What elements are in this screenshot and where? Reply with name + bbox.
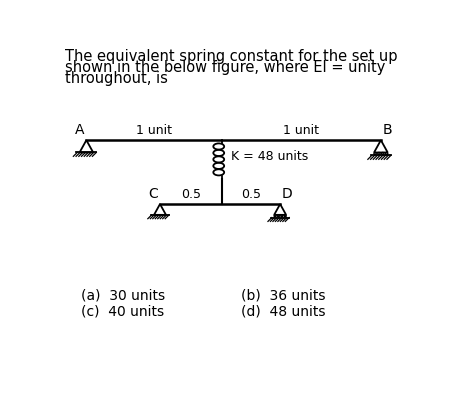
Text: (b)  36 units: (b) 36 units <box>241 289 326 303</box>
Text: 0.5: 0.5 <box>181 188 201 201</box>
Text: (c)  40 units: (c) 40 units <box>81 304 164 318</box>
Text: 0.5: 0.5 <box>241 188 261 201</box>
Text: B: B <box>383 123 392 137</box>
Text: A: A <box>75 123 85 137</box>
Text: 1 unit: 1 unit <box>136 124 172 137</box>
Text: throughout, is: throughout, is <box>65 71 168 86</box>
Text: (a)  30 units: (a) 30 units <box>81 289 165 303</box>
Text: shown in the below figure, where EI = unity: shown in the below figure, where EI = un… <box>65 60 386 75</box>
Text: C: C <box>149 187 158 201</box>
Text: 1 unit: 1 unit <box>283 124 319 137</box>
Text: D: D <box>282 187 292 201</box>
Text: The equivalent spring constant for the set up: The equivalent spring constant for the s… <box>65 49 398 64</box>
Text: K = 48 units: K = 48 units <box>231 150 309 163</box>
Text: (d)  48 units: (d) 48 units <box>241 304 326 318</box>
